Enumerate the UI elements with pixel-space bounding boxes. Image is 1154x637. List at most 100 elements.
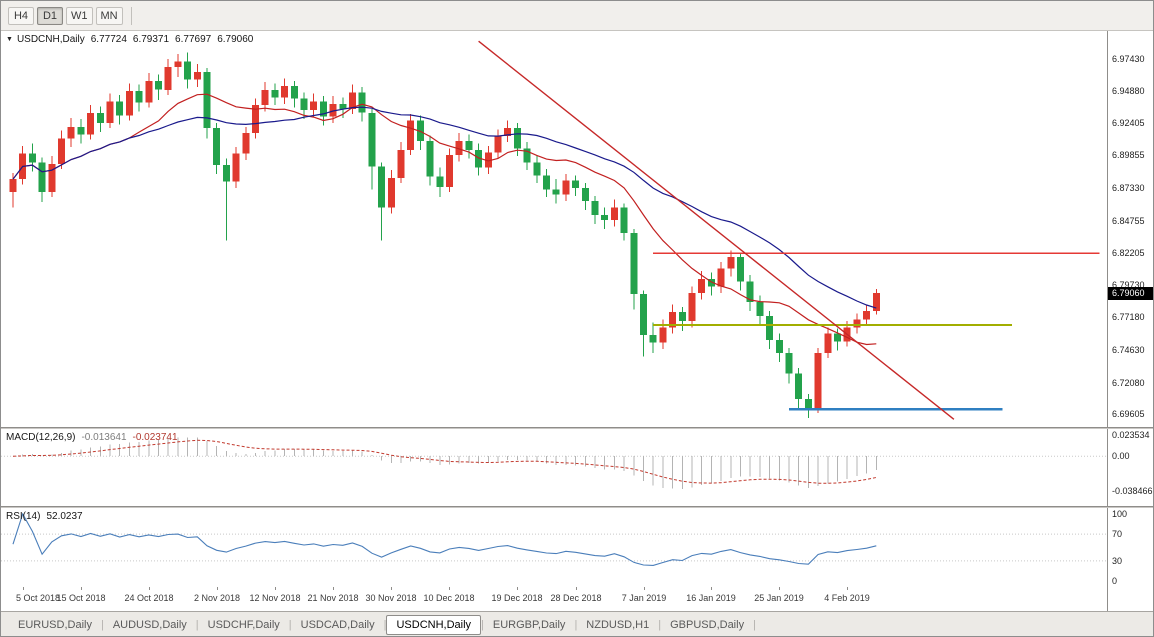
date-axis-tick: [333, 587, 334, 590]
pane-splitter-macd[interactable]: [1, 427, 1153, 429]
date-axis-label: 24 Oct 2018: [124, 593, 174, 603]
macd-label: MACD(12,26,9): [6, 432, 76, 443]
price-axis-label: 6.84755: [1112, 215, 1145, 226]
date-axis-tick: [217, 587, 218, 590]
rsi-axis-label: 30: [1112, 555, 1123, 566]
date-axis-tick: [449, 587, 450, 590]
timeframe-button-mn[interactable]: MN: [95, 6, 123, 25]
chart-tab-usdchf[interactable]: USDCHF,Daily: [207, 619, 280, 631]
timeframe-buttons: H4 D1 W1 MN: [8, 6, 123, 25]
date-axis-label: 19 Dec 2018: [491, 593, 543, 603]
rsi-axis-label: 70: [1112, 529, 1123, 540]
macd-pane[interactable]: MACD(12,26,9) -0.013641 -0.023741: [1, 429, 1107, 506]
timeframe-button-h4[interactable]: H4: [8, 6, 34, 25]
tab-separator: |: [658, 619, 662, 631]
date-axis-label: 10 Dec 2018: [423, 593, 475, 603]
macd-signal-value: -0.023741: [132, 432, 178, 443]
chart-ohlc-header: ▼ USDCNH,Daily 6.77724 6.79371 6.77697 6…: [6, 34, 253, 45]
date-axis-tick: [391, 587, 392, 590]
tab-separator: |: [195, 619, 199, 631]
date-axis-label: 25 Jan 2019: [754, 593, 804, 603]
date-axis-tick: [644, 587, 645, 590]
date-axis-label: 4 Feb 2019: [824, 593, 870, 603]
date-axis-label: 21 Nov 2018: [307, 593, 359, 603]
date-axis-tick: [149, 587, 150, 590]
price-pane[interactable]: ▼ USDCNH,Daily 6.77724 6.79371 6.77697 6…: [1, 31, 1107, 427]
price-axis-label: 6.92405: [1112, 117, 1145, 128]
date-axis-label: 12 Nov 2018: [249, 593, 301, 603]
tab-separator: |: [100, 619, 104, 631]
timeframe-toolbar: H4 D1 W1 MN: [1, 1, 1153, 31]
date-axis-tick: [711, 587, 712, 590]
chart-symbol-label: USDCNH,Daily: [16, 34, 85, 45]
ohlc-high-value: 6.79371: [132, 34, 170, 45]
chart-tab-usdcad[interactable]: USDCAD,Daily: [300, 619, 375, 631]
rsi-axis-label: 100: [1112, 509, 1128, 519]
price-axis-label: 6.94880: [1112, 86, 1145, 97]
date-axis-label: 15 Oct 2018: [56, 593, 106, 603]
toolbar-separator: [130, 6, 132, 25]
macd-chart-svg: [1, 437, 1107, 489]
tab-separator: |: [574, 619, 578, 631]
price-axis-label: 6.89855: [1112, 150, 1145, 161]
pane-splitter-rsi[interactable]: [1, 506, 1153, 508]
macd-main-value: -0.013641: [81, 432, 127, 443]
chart-tab-audusd[interactable]: AUDUSD,Daily: [112, 619, 187, 631]
macd-axis-label: 0.00: [1112, 451, 1130, 462]
date-axis-label: 7 Jan 2019: [621, 593, 667, 603]
tab-separator: |: [481, 619, 484, 631]
chart-region: ▼ USDCNH,Daily 6.77724 6.79371 6.77697 6…: [1, 31, 1153, 611]
chart-tab-eurgbp[interactable]: EURGBP,Daily: [492, 619, 566, 631]
date-axis-label: 2 Nov 2018: [193, 593, 241, 603]
ohlc-open-value: 6.77724: [90, 34, 127, 45]
rsi-header: RSI(14) 52.0237: [6, 511, 83, 522]
macd-header: MACD(12,26,9) -0.013641 -0.023741: [6, 432, 178, 443]
chart-tab-usdcnh[interactable]: USDCNH,Daily: [386, 615, 482, 635]
price-axis-label: 6.82205: [1112, 248, 1145, 259]
price-chart-svg: [9, 40, 1100, 420]
rsi-axis[interactable]: 100 70 30 0: [1107, 508, 1153, 587]
ohlc-close-value: 6.79060: [217, 34, 254, 45]
date-axis-tick: [275, 587, 276, 590]
date-axis-label: 16 Jan 2019: [686, 593, 736, 603]
date-axis-tick: [779, 587, 780, 590]
timeframe-button-d1[interactable]: D1: [37, 6, 63, 25]
tab-separator: |: [753, 619, 756, 631]
price-axis-label: 6.79730: [1112, 279, 1145, 290]
chart-tab-gbpusd[interactable]: GBPUSD,Daily: [670, 619, 745, 631]
date-axis[interactable]: 5 Oct 2018 15 Oct 2018 24 Oct 2018 2 Nov 20…: [1, 587, 1107, 611]
rsi-axis-label: 0: [1112, 576, 1118, 586]
date-axis-tick: [23, 587, 24, 590]
price-axis-label: 6.69605: [1112, 409, 1145, 420]
chart-tab-nzdusd[interactable]: NZDUSD,H1: [586, 619, 650, 631]
chart-tabbar: EURUSD,Daily | AUDUSD,Daily | USDCHF,Daily | U…: [1, 611, 1153, 636]
tab-separator: |: [383, 619, 387, 631]
rsi-value: 52.0237: [46, 511, 83, 522]
current-price-badge: 6.79060: [1108, 287, 1153, 301]
date-axis-tick: [81, 587, 82, 590]
date-axis-label: 28 Dec 2018: [550, 593, 602, 603]
price-axis-label: 6.74630: [1112, 344, 1145, 355]
price-axis-label: 6.97430: [1112, 53, 1145, 64]
rsi-label: RSI(14): [6, 511, 41, 522]
price-axis[interactable]: 6.79060 6.97430 6.94880 6.92405 6.89855 6.87…: [1107, 31, 1153, 427]
rsi-pane[interactable]: RSI(14) 52.0237: [1, 508, 1107, 587]
symbol-collapse-icon[interactable]: ▼: [6, 36, 13, 43]
date-axis-tick: [847, 587, 848, 590]
ohlc-low-value: 6.77697: [175, 34, 212, 45]
date-axis-label: 5 Oct 2018: [15, 593, 61, 603]
price-axis-label: 6.87330: [1112, 182, 1145, 193]
timeframe-button-w1[interactable]: W1: [66, 6, 93, 25]
price-axis-label: 6.77180: [1112, 312, 1145, 323]
date-axis-tick: [517, 587, 518, 590]
axis-corner: [1107, 587, 1153, 611]
macd-axis-label: 0.023534: [1112, 429, 1150, 440]
chart-tab-eurusd[interactable]: EURUSD,Daily: [18, 619, 92, 631]
macd-axis-label: -0.038466: [1112, 486, 1153, 497]
rsi-chart-svg: [1, 512, 1107, 566]
date-axis-tick: [576, 587, 577, 590]
price-axis-label: 6.72080: [1112, 377, 1145, 388]
macd-axis[interactable]: 0.023534 0.00 -0.038466: [1107, 429, 1153, 506]
tab-separator: |: [288, 619, 292, 631]
